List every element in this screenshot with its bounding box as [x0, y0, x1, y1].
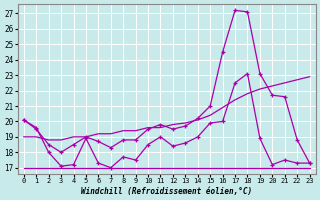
X-axis label: Windchill (Refroidissement éolien,°C): Windchill (Refroidissement éolien,°C): [81, 187, 252, 196]
